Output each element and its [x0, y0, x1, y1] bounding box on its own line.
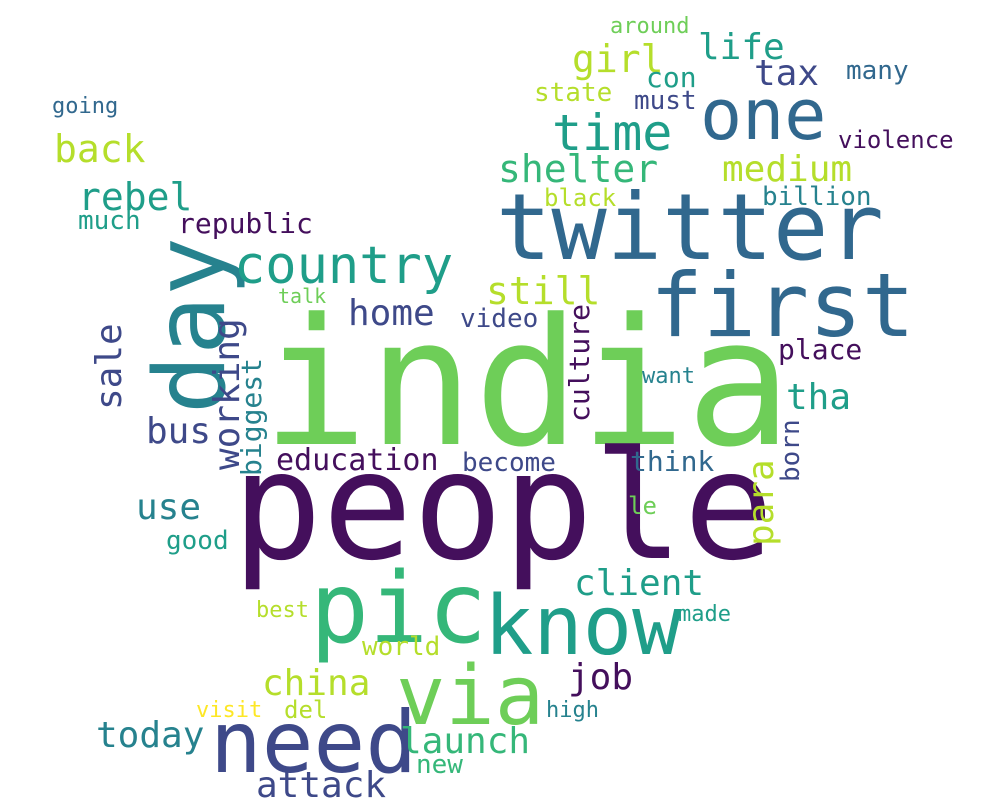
word-think: think [630, 445, 715, 478]
word-medium: medium [722, 149, 853, 190]
word-del: del [284, 696, 328, 724]
word-much: much [78, 206, 141, 236]
word-first: first [650, 254, 915, 357]
word-want: want [642, 364, 695, 389]
word-job: job [568, 657, 634, 698]
word-need: need [210, 693, 418, 793]
word-still: still [486, 269, 601, 313]
word-country: country [234, 236, 454, 296]
word-india: india [262, 281, 792, 486]
word-culture: culture [563, 303, 596, 422]
word-attack: attack [256, 765, 387, 806]
word-twitter: twitter [496, 174, 884, 281]
word-made: made [678, 602, 731, 627]
word-billion: billion [762, 182, 872, 212]
word-black: black [544, 184, 617, 212]
word-place: place [778, 333, 863, 366]
word-launch: launch [400, 721, 531, 762]
word-pic: pic [310, 552, 488, 666]
word-good: good [166, 526, 229, 556]
word-new: new [416, 750, 463, 780]
word-sale: sale [89, 323, 130, 410]
word-video: video [460, 304, 539, 334]
word-world: world [362, 632, 441, 662]
word-around: around [610, 14, 690, 39]
word-become: become [462, 448, 556, 478]
word-best: best [256, 598, 309, 623]
word-visit: visit [196, 698, 263, 723]
word-must: must [634, 86, 697, 116]
word-republic: republic [178, 207, 313, 240]
word-state: state [534, 78, 613, 108]
word-china: china [262, 663, 371, 704]
word-many: many [846, 56, 909, 86]
word-know: know [484, 579, 682, 674]
word-born: born [776, 419, 806, 482]
word-girl: girl [572, 37, 664, 81]
word-para: para [741, 459, 782, 546]
word-use: use [136, 487, 202, 528]
word-tha: tha [786, 377, 852, 418]
word-tax: tax [754, 53, 820, 94]
word-shelter: shelter [498, 147, 659, 191]
word-via: via [396, 649, 545, 744]
word-education: education [276, 443, 439, 478]
word-client: client [574, 563, 705, 604]
word-people: people [232, 420, 774, 594]
word-back: back [54, 127, 146, 171]
word-rebel: rebel [78, 175, 193, 219]
word-le: le [628, 492, 657, 520]
word-life: life [698, 27, 785, 68]
word-talk: talk [278, 284, 327, 308]
word-time: time [552, 104, 673, 162]
word-con: con [646, 61, 697, 94]
word-violence: violence [838, 126, 954, 154]
word-home: home [348, 293, 435, 334]
word-high: high [546, 698, 599, 723]
word-today: today [96, 715, 205, 756]
word-bus: bus [146, 411, 212, 452]
word-going: going [52, 94, 119, 119]
word-biggest: biggest [235, 357, 268, 476]
word-one: one [700, 74, 827, 156]
